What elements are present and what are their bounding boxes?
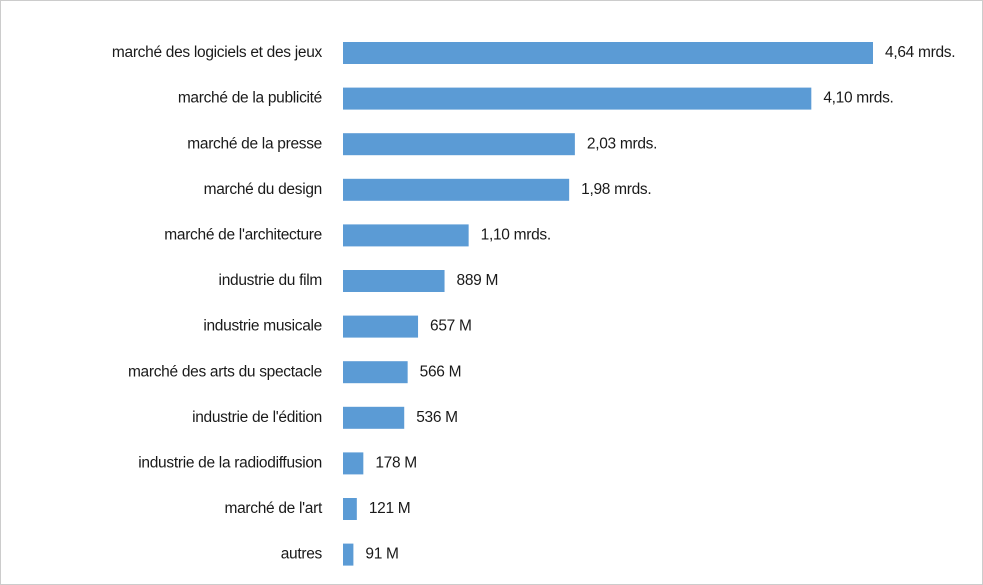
value-label: 178 M (375, 454, 417, 471)
value-label: 1,10 mrds. (481, 226, 551, 243)
category-label: marché de la presse (187, 135, 322, 152)
bar (343, 543, 354, 566)
bar (343, 406, 405, 429)
bar (343, 178, 570, 201)
category-label: industrie du film (219, 272, 322, 289)
value-label: 2,03 mrds. (587, 135, 657, 152)
value-label: 657 M (430, 318, 472, 335)
category-label: marché de la publicité (178, 90, 322, 107)
bar (343, 361, 408, 384)
bar (343, 224, 469, 247)
category-label: industrie musicale (203, 318, 322, 335)
value-label: 536 M (416, 409, 458, 426)
category-label: marché de l'art (224, 500, 323, 517)
value-label: 91 M (365, 546, 398, 563)
bar (343, 87, 812, 110)
category-label: marché des logiciels et des jeux (112, 44, 323, 61)
category-label: industrie de la radiodiffusion (138, 454, 322, 471)
bar (343, 133, 575, 156)
bar (343, 498, 357, 520)
value-label: 1,98 mrds. (581, 181, 651, 198)
category-label: industrie de l'édition (192, 409, 322, 426)
category-label: marché des arts du spectacle (128, 363, 322, 380)
value-label: 121 M (369, 500, 411, 517)
value-label: 4,10 mrds. (823, 90, 893, 107)
value-label: 889 M (457, 272, 499, 289)
bar (343, 42, 873, 64)
value-label: 4,64 mrds. (885, 44, 955, 61)
bar (343, 452, 364, 475)
category-label: marché du design (204, 181, 322, 198)
category-label: autres (281, 546, 323, 563)
bar (343, 270, 445, 292)
category-label: marché de l'architecture (164, 226, 322, 243)
value-label: 566 M (420, 363, 462, 380)
bar (343, 315, 419, 338)
